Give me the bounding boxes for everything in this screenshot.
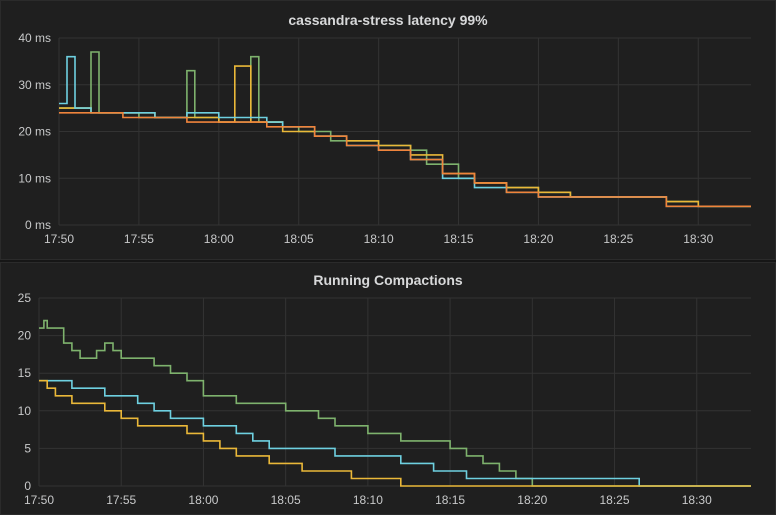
- compactions-panel: Running Compactions 0 5 10 15 20 25 17:50 17:55…: [0, 262, 776, 515]
- x-tick-label: 18:30: [682, 493, 712, 507]
- x-tick-label: 17:55: [124, 232, 154, 246]
- y-tick-label: 30 ms: [18, 78, 51, 92]
- y-tick-label: 10: [18, 404, 32, 418]
- series-line-0-3: [59, 112, 751, 208]
- x-tick-label: 18:05: [284, 232, 314, 246]
- series-line-1-1: [39, 379, 751, 487]
- x-tick-label: 18:20: [523, 232, 553, 246]
- y-tick-label: 20: [18, 329, 32, 343]
- y-tick-label: 5: [24, 441, 31, 455]
- series-line-0-0: [59, 51, 751, 208]
- y-tick-label: 20 ms: [18, 125, 51, 139]
- compactions-chart: 0 5 10 15 20 25 17:50 17:55 18:00 18:05 18:10 18:15…: [18, 291, 751, 507]
- y-tick-label: 10 ms: [18, 171, 51, 185]
- x-tick-label: 18:00: [204, 232, 234, 246]
- latency-chart: 0 ms 10 ms 20 ms 30 ms 40 ms 17:50 17:55 18:00 1…: [18, 31, 751, 246]
- y-tick-label: 15: [18, 366, 32, 380]
- y-tick-label: 25: [18, 291, 32, 305]
- x-tick-label: 18:10: [364, 232, 394, 246]
- x-tick-label: 18:15: [435, 493, 465, 507]
- x-tick-label: 18:25: [603, 232, 633, 246]
- x-tick-label: 17:50: [24, 493, 54, 507]
- x-tick-label: 18:05: [271, 493, 301, 507]
- x-tick-label: 17:50: [44, 232, 74, 246]
- x-tick-label: 18:20: [517, 493, 547, 507]
- x-tick-label: 18:25: [600, 493, 630, 507]
- y-tick-label: 40 ms: [18, 31, 51, 45]
- x-tick-label: 18:30: [683, 232, 713, 246]
- series-line-1-0: [39, 319, 751, 487]
- latency-panel: cassandra-stress latency 99% 0 ms 10 ms 20…: [0, 0, 776, 260]
- latency-panel-title: cassandra-stress latency 99%: [288, 12, 488, 28]
- series-line-1-2: [39, 379, 751, 487]
- compactions-panel-title: Running Compactions: [313, 272, 463, 288]
- y-tick-label: 0 ms: [25, 218, 51, 232]
- x-tick-label: 18:15: [444, 232, 474, 246]
- x-tick-label: 18:00: [188, 493, 218, 507]
- y-tick-label: 0: [24, 479, 31, 493]
- x-tick-label: 18:10: [353, 493, 383, 507]
- x-tick-label: 17:55: [106, 493, 136, 507]
- series-line-0-1: [59, 65, 751, 208]
